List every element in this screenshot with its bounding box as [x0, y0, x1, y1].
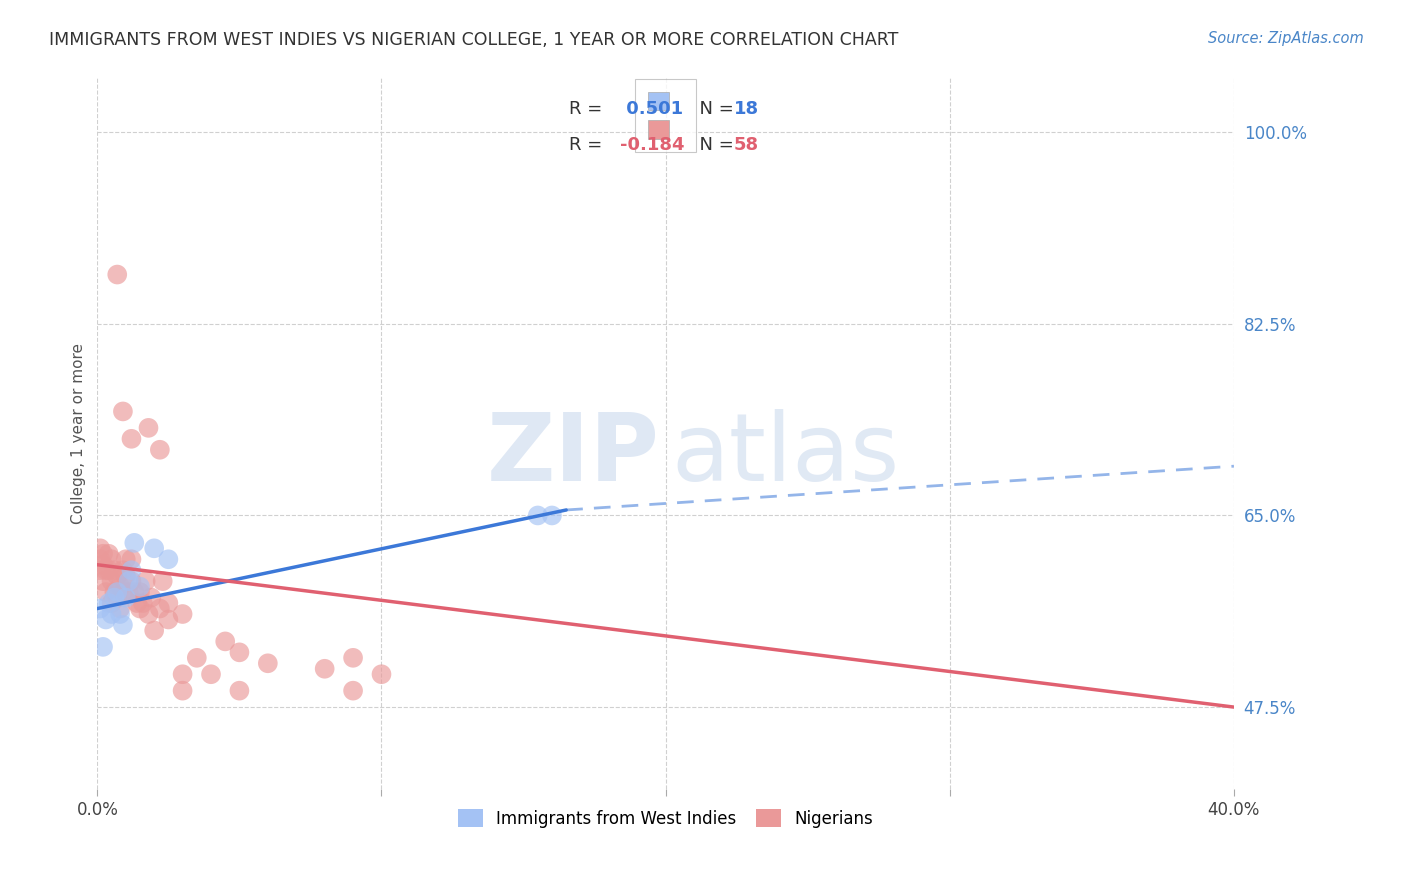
Point	[91, 547, 114, 561]
Point	[117, 574, 139, 589]
Point	[138, 607, 160, 621]
Point	[157, 552, 180, 566]
Point	[127, 596, 149, 610]
Point	[314, 662, 336, 676]
Text: IMMIGRANTS FROM WEST INDIES VS NIGERIAN COLLEGE, 1 YEAR OR MORE CORRELATION CHAR: IMMIGRANTS FROM WEST INDIES VS NIGERIAN …	[49, 31, 898, 49]
Legend: Immigrants from West Indies, Nigerians: Immigrants from West Indies, Nigerians	[451, 803, 880, 834]
Text: 0.501: 0.501	[620, 101, 683, 119]
Point	[200, 667, 222, 681]
Point	[135, 574, 157, 589]
Point	[111, 404, 134, 418]
Point	[256, 657, 278, 671]
Point	[100, 607, 122, 621]
Text: atlas: atlas	[671, 409, 900, 500]
Point	[89, 552, 111, 566]
Point	[228, 645, 250, 659]
Point	[97, 563, 120, 577]
Point	[228, 683, 250, 698]
Point	[111, 563, 134, 577]
Point	[114, 568, 136, 582]
Text: ZIP: ZIP	[486, 409, 659, 500]
Point	[342, 650, 364, 665]
Point	[143, 624, 166, 638]
Point	[172, 667, 194, 681]
Point	[124, 536, 146, 550]
Point	[94, 563, 117, 577]
Point	[526, 508, 548, 523]
Point	[89, 563, 111, 577]
Point	[141, 591, 163, 605]
Point	[105, 268, 128, 282]
Text: 58: 58	[734, 136, 759, 154]
Point	[152, 574, 174, 589]
Point	[111, 618, 134, 632]
Point	[117, 585, 139, 599]
Point	[105, 591, 128, 605]
Point	[94, 585, 117, 599]
Point	[149, 601, 172, 615]
Point	[214, 634, 236, 648]
Point	[91, 640, 114, 654]
Point	[91, 574, 114, 589]
Point	[100, 574, 122, 589]
Text: Source: ZipAtlas.com: Source: ZipAtlas.com	[1208, 31, 1364, 46]
Point	[157, 612, 180, 626]
Point	[370, 667, 392, 681]
Point	[172, 607, 194, 621]
Point	[111, 585, 134, 599]
Point	[103, 563, 125, 577]
Point	[97, 547, 120, 561]
Point	[186, 650, 208, 665]
Point	[132, 596, 155, 610]
Point	[91, 558, 114, 572]
Point	[114, 591, 136, 605]
Text: R =: R =	[569, 101, 607, 119]
Point	[129, 601, 152, 615]
Point	[97, 596, 120, 610]
Point	[124, 585, 146, 599]
Point	[100, 552, 122, 566]
Point	[103, 591, 125, 605]
Point	[129, 580, 152, 594]
Text: -0.184: -0.184	[620, 136, 685, 154]
Point	[143, 541, 166, 556]
Point	[100, 596, 122, 610]
Point	[89, 541, 111, 556]
Point	[94, 612, 117, 626]
Text: 18: 18	[734, 101, 759, 119]
Point	[108, 607, 131, 621]
Point	[120, 563, 142, 577]
Point	[138, 421, 160, 435]
Text: R =: R =	[569, 136, 607, 154]
Point	[103, 585, 125, 599]
Point	[105, 585, 128, 599]
Y-axis label: College, 1 year or more: College, 1 year or more	[72, 343, 86, 524]
Point	[114, 552, 136, 566]
Point	[89, 601, 111, 615]
Point	[105, 568, 128, 582]
Point	[108, 601, 131, 615]
Point	[120, 552, 142, 566]
Point	[120, 432, 142, 446]
Point	[157, 596, 180, 610]
Point	[149, 442, 172, 457]
Text: N =: N =	[689, 101, 740, 119]
Text: N =: N =	[689, 136, 740, 154]
Point	[129, 585, 152, 599]
Point	[342, 683, 364, 698]
Point	[172, 683, 194, 698]
Point	[120, 574, 142, 589]
Point	[541, 508, 564, 523]
Point	[108, 580, 131, 594]
